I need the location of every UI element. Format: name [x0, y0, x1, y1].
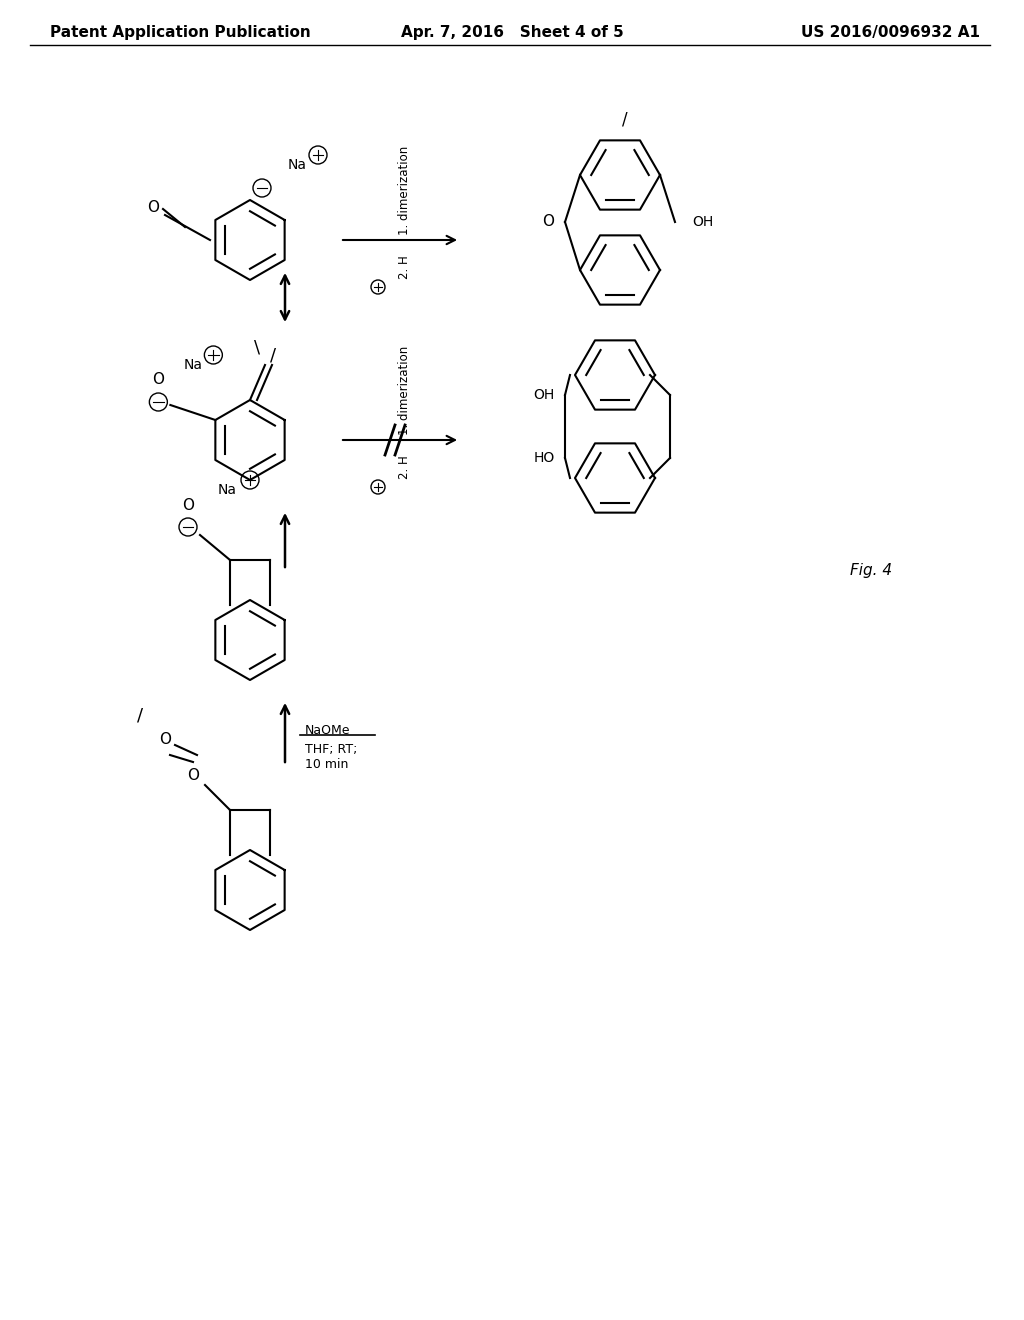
Text: \: \ [254, 338, 260, 356]
Text: /: / [623, 111, 628, 129]
Text: 1. dimerization: 1. dimerization [398, 346, 412, 436]
Text: O: O [159, 733, 171, 747]
Text: Fig. 4: Fig. 4 [850, 562, 892, 578]
Text: O: O [187, 767, 199, 783]
Text: O: O [542, 214, 554, 230]
Text: THF; RT;: THF; RT; [305, 743, 357, 756]
Text: US 2016/0096932 A1: US 2016/0096932 A1 [801, 25, 980, 40]
Text: NaOMe: NaOMe [305, 723, 350, 737]
Text: O: O [147, 201, 159, 215]
Text: Na: Na [218, 483, 237, 498]
Text: Patent Application Publication: Patent Application Publication [50, 25, 310, 40]
Text: Na: Na [183, 358, 203, 372]
Text: OH: OH [692, 215, 714, 228]
Text: 1. dimerization: 1. dimerization [398, 145, 412, 235]
Text: Na: Na [288, 158, 307, 172]
Text: /: / [137, 706, 143, 723]
Text: 2. H: 2. H [398, 455, 412, 479]
Text: O: O [153, 372, 165, 388]
Text: HO: HO [534, 451, 555, 465]
Text: 10 min: 10 min [305, 759, 348, 771]
Text: 2. H: 2. H [398, 255, 412, 279]
Text: O: O [182, 498, 194, 512]
Text: OH: OH [534, 388, 555, 403]
Text: /: / [270, 346, 276, 364]
Text: Apr. 7, 2016   Sheet 4 of 5: Apr. 7, 2016 Sheet 4 of 5 [400, 25, 624, 40]
